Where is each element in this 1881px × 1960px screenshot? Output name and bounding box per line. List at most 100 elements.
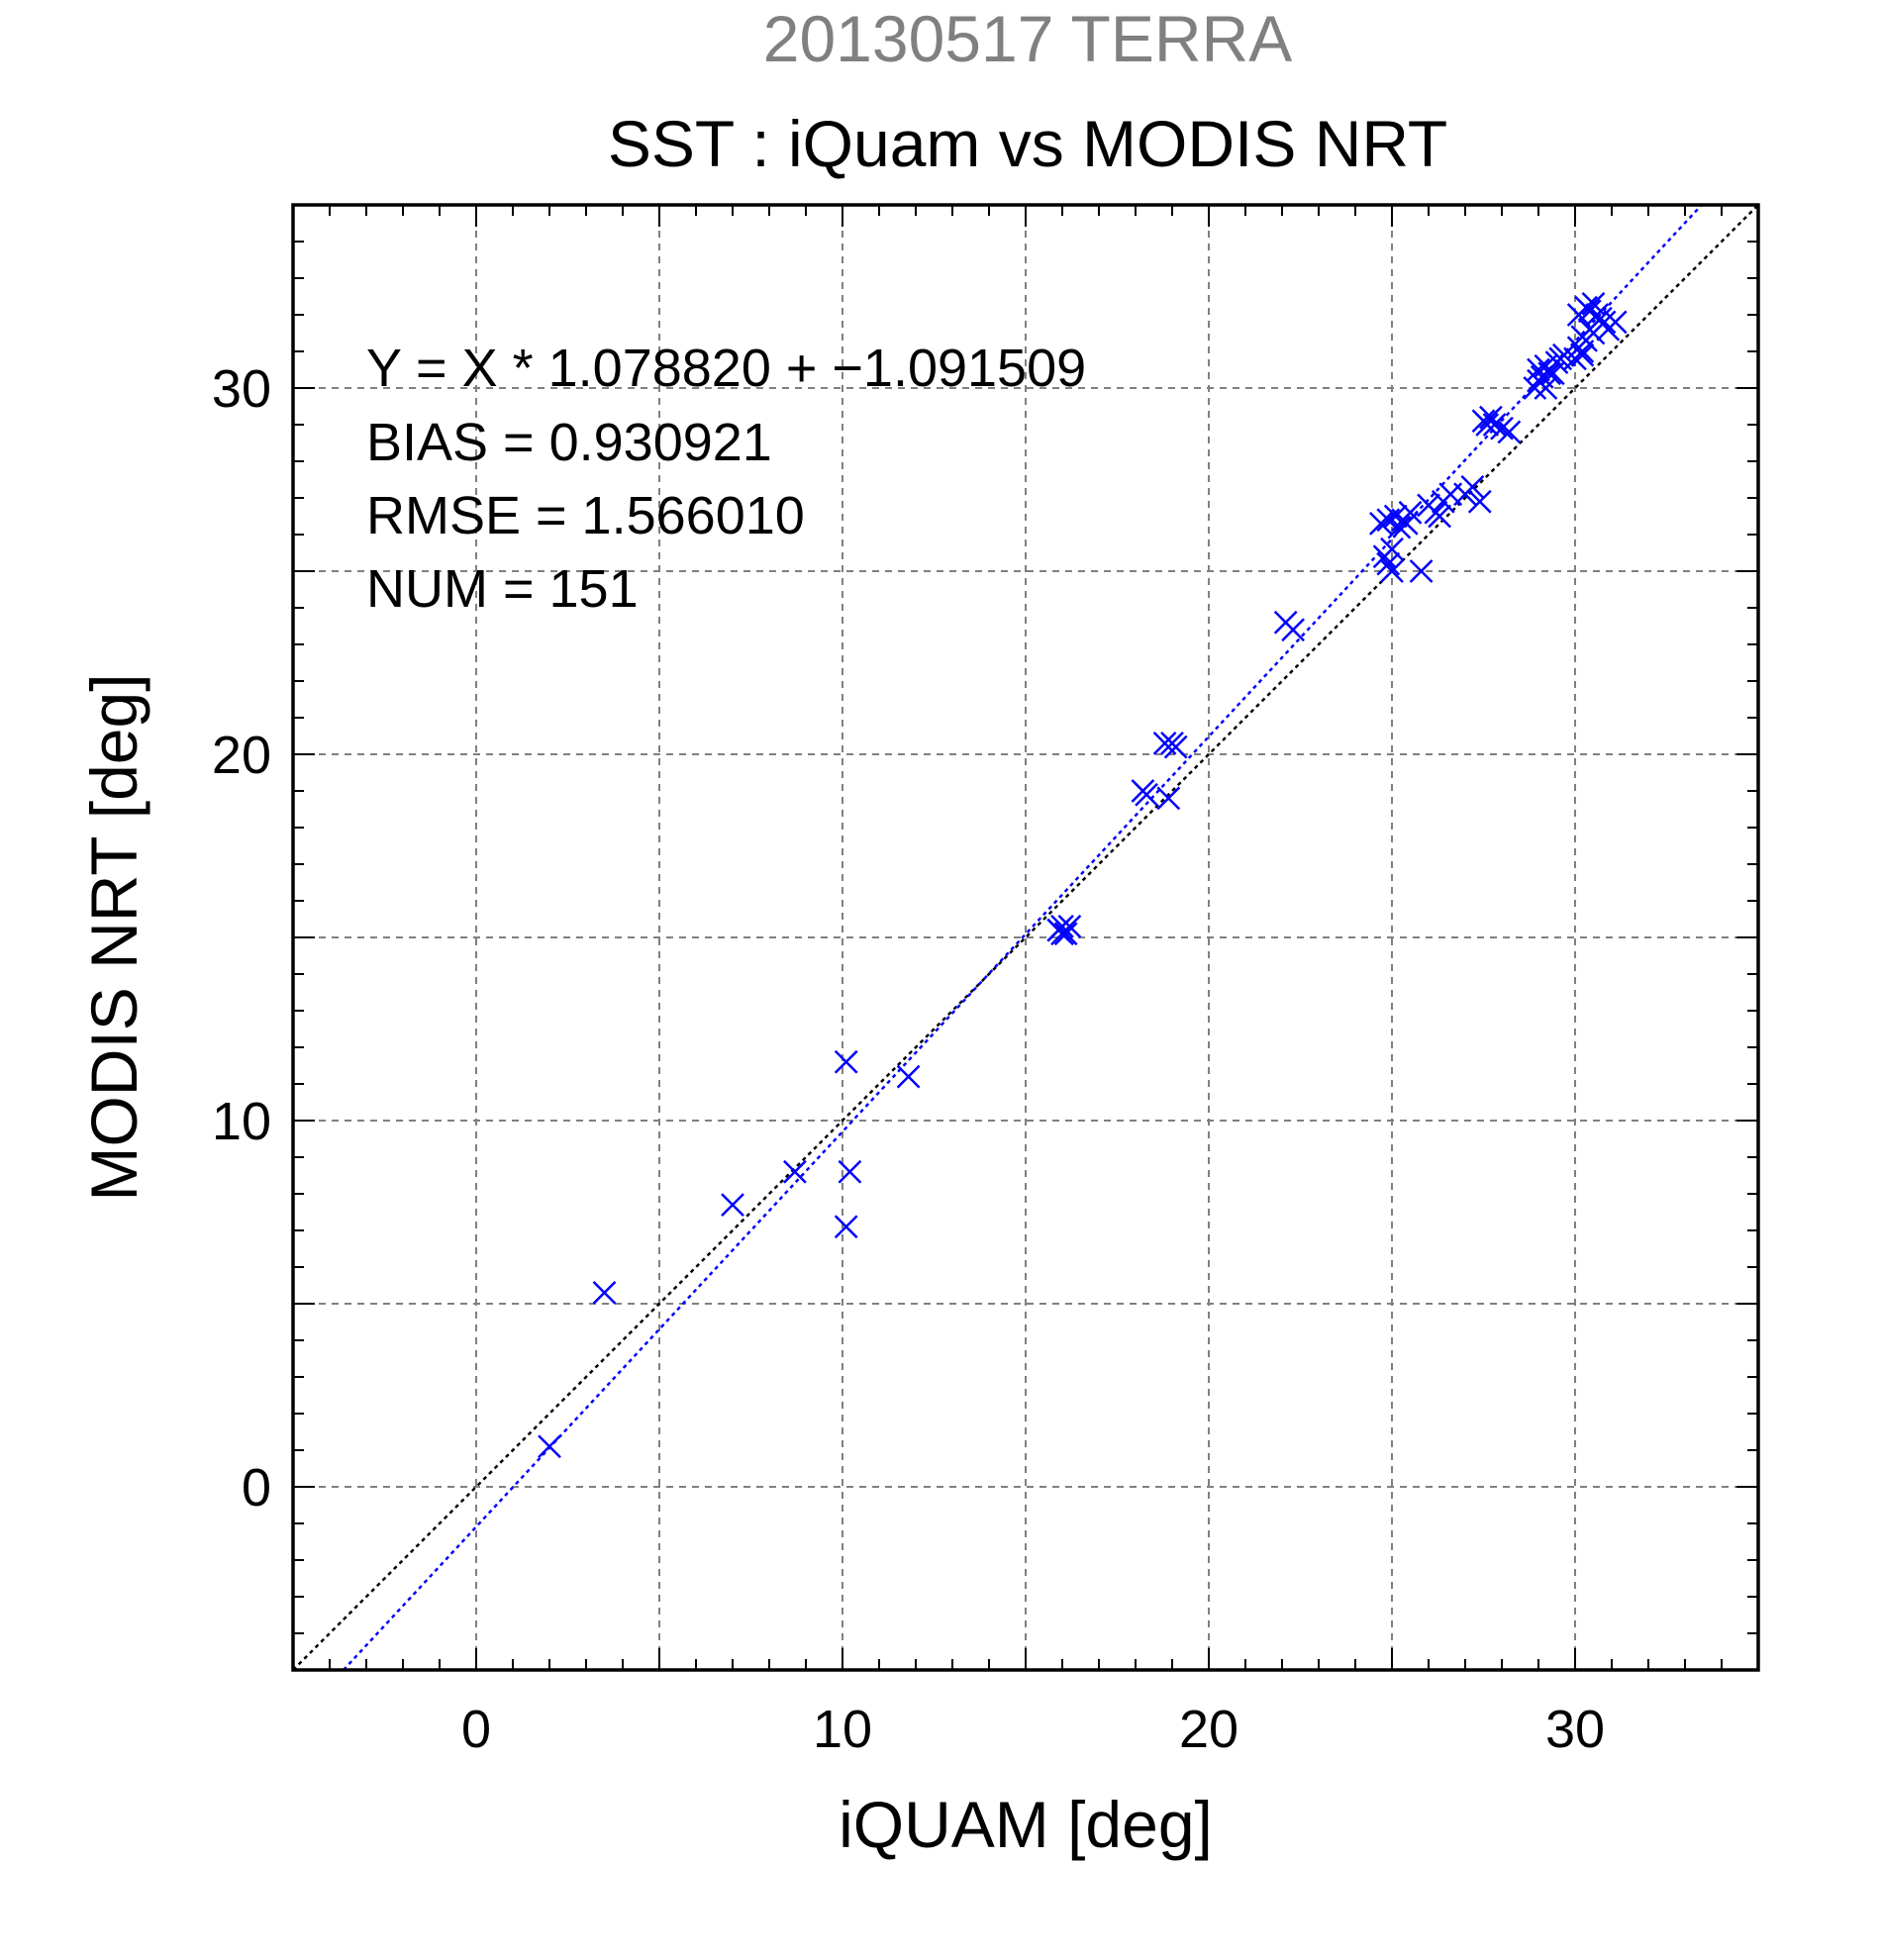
data-point-stroke: [1163, 735, 1188, 759]
data-point-stroke: [1394, 512, 1419, 536]
data-point-stroke: [1490, 416, 1514, 441]
data-point-stroke: [1409, 559, 1434, 583]
data-point-stroke: [1380, 537, 1404, 561]
data-point-stroke: [896, 1064, 921, 1089]
data-point: [1534, 376, 1558, 400]
x-tick-label: 30: [1545, 1700, 1605, 1759]
data-point-stroke: [1460, 475, 1485, 499]
data-point: [896, 1064, 921, 1089]
stats-bias: BIAS = 0.930921: [366, 413, 772, 472]
chart-supertitle: 20130517 TERRA: [763, 2, 1292, 75]
minor-ticks: [293, 205, 1758, 1670]
data-point-stroke: [538, 1434, 561, 1459]
data-point-stroke: [834, 1049, 858, 1074]
stats-annotation: Y = X * 1.078820 + −1.091509 BIAS = 0.93…: [366, 339, 1086, 619]
data-point-stroke: [1603, 310, 1628, 335]
data-point: [1156, 786, 1181, 811]
data-point: [1460, 475, 1485, 499]
data-point-stroke: [1369, 512, 1393, 536]
data-point: [1603, 310, 1628, 335]
data-points: [538, 292, 1628, 1459]
data-point-stroke: [1577, 299, 1602, 324]
y-tick-label: 20: [212, 726, 271, 785]
y-tick-label: 30: [212, 359, 271, 419]
data-point: [1409, 559, 1434, 583]
data-point: [1537, 361, 1561, 386]
data-point-stroke: [1380, 559, 1404, 583]
data-point-stroke: [721, 1193, 744, 1217]
data-point-stroke: [1581, 292, 1606, 316]
data-point-stroke: [1428, 504, 1451, 529]
data-point-stroke: [1540, 361, 1565, 386]
data-point: [592, 1281, 617, 1305]
data-point-stroke: [1475, 413, 1500, 437]
stats-fit-equation: Y = X * 1.078820 + −1.091509: [366, 339, 1086, 398]
data-point: [1467, 489, 1492, 514]
data-point: [1577, 299, 1602, 324]
data-point: [1581, 321, 1606, 345]
data-point: [538, 1434, 561, 1459]
data-point: [783, 1159, 807, 1184]
data-point-stroke: [1383, 504, 1408, 529]
data-point: [1163, 735, 1188, 759]
x-tick-label: 0: [461, 1700, 491, 1759]
data-point-stroke: [1570, 343, 1595, 367]
data-point-stroke: [783, 1159, 807, 1184]
y-tick-label: 10: [212, 1092, 271, 1151]
x-axis-label: iQUAM [deg]: [839, 1788, 1213, 1861]
data-point-stroke: [1537, 361, 1561, 386]
data-point: [1540, 361, 1565, 386]
data-point: [1475, 413, 1500, 437]
data-point-stroke: [1527, 357, 1550, 382]
data-point-stroke: [1376, 551, 1401, 576]
data-point-stroke: [1497, 420, 1522, 444]
data-point: [1046, 918, 1071, 942]
data-point-stroke: [1053, 922, 1078, 946]
data-point: [834, 1215, 858, 1239]
data-point-stroke: [1046, 918, 1071, 942]
data-point-stroke: [1135, 782, 1158, 807]
data-point-stroke: [1570, 340, 1595, 363]
data-point: [1428, 504, 1451, 529]
data-point: [1490, 416, 1514, 441]
data-point-stroke: [834, 1215, 858, 1239]
stats-rmse: RMSE = 1.566010: [366, 486, 805, 545]
data-point: [1570, 340, 1595, 363]
data-point-stroke: [1152, 732, 1177, 755]
data-point-stroke: [1467, 489, 1492, 514]
data-point: [834, 1049, 858, 1074]
data-point: [1380, 559, 1404, 583]
data-point-stroke: [1281, 618, 1305, 642]
data-point-stroke: [1482, 413, 1507, 437]
x-tick-label: 10: [813, 1700, 872, 1759]
data-point-stroke: [838, 1159, 862, 1184]
reference-lines: [292, 204, 1759, 1671]
data-point-stroke: [1156, 786, 1181, 811]
identity-line: [292, 204, 1759, 1671]
data-point: [1497, 420, 1522, 444]
stats-num: NUM = 151: [366, 559, 639, 619]
x-tick-labels: 0 10 20 30: [461, 1700, 1605, 1759]
data-point: [1394, 512, 1419, 536]
data-point-stroke: [1479, 405, 1503, 430]
data-point-stroke: [1387, 515, 1412, 539]
data-point-stroke: [1534, 376, 1558, 400]
plot-frame: [291, 203, 1760, 1672]
data-point-stroke: [1581, 321, 1606, 345]
data-point: [1570, 343, 1595, 367]
data-point: [1053, 922, 1078, 946]
data-point-stroke: [592, 1281, 617, 1305]
data-point: [1387, 515, 1412, 539]
data-point: [721, 1193, 744, 1217]
data-point: [1376, 551, 1401, 576]
y-tick-label: 0: [242, 1458, 271, 1518]
data-point: [838, 1159, 862, 1184]
x-tick-label: 20: [1179, 1700, 1238, 1759]
data-point: [1482, 413, 1507, 437]
data-point: [1369, 512, 1393, 536]
y-tick-labels: 0 10 20 30: [212, 359, 271, 1518]
data-point: [1380, 537, 1404, 561]
chart-title: SST : iQuam vs MODIS NRT: [608, 107, 1447, 180]
data-point: [1135, 782, 1158, 807]
